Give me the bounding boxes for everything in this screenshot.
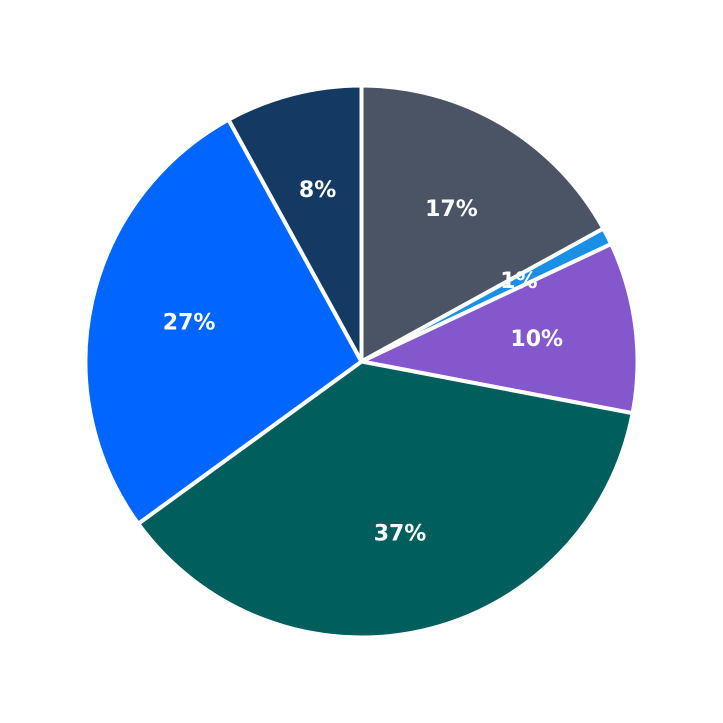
pie-slice-4 <box>83 116 365 527</box>
pie-slice-label-0: 17% <box>425 197 478 222</box>
pie-slice-5 <box>225 83 364 363</box>
pie-slice-label-3: 37% <box>374 521 427 546</box>
pie-slice-3 <box>135 359 635 640</box>
pie-slice-label-5: 8% <box>299 178 336 203</box>
pie-slice-label-4: 27% <box>163 310 216 335</box>
slices-layer <box>83 83 640 640</box>
pie-slice-label-1: 1% <box>500 269 537 294</box>
pie-slice-2 <box>355 241 640 416</box>
pie-slice-label-2: 10% <box>510 327 563 352</box>
labels-layer: 17% 1% 10% 37% 27% 8% <box>163 178 563 546</box>
pie-slice-0 <box>359 83 607 365</box>
